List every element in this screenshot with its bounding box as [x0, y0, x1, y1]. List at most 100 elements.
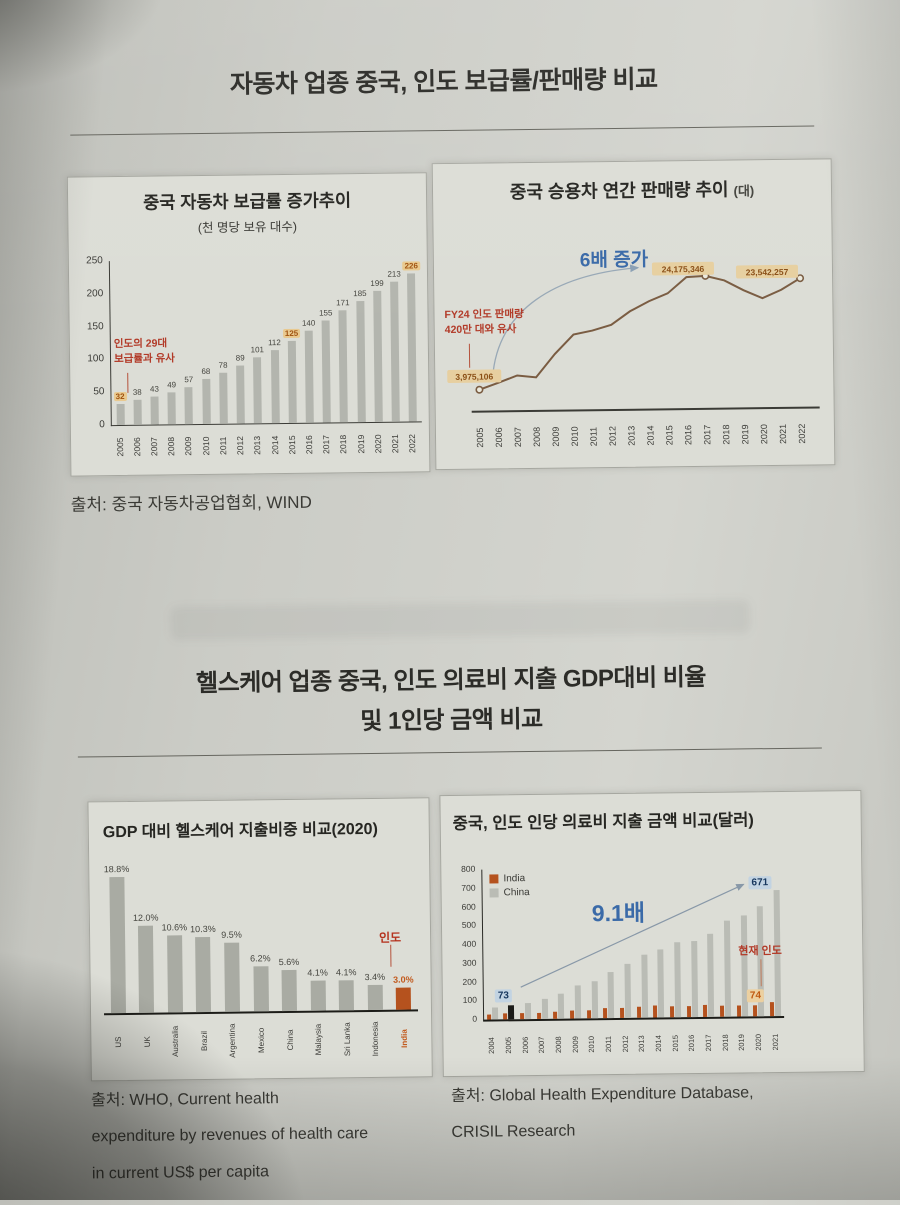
chart-title: 중국, 인도 인당 의료비 지출 금액 비교(달러) — [452, 811, 754, 833]
chart-card-china-car-sales: 중국 승용차 연간 판매량 추이 (대) 3,975,106 24,175,346… — [431, 158, 836, 471]
value-badge-text: 24,175,346 — [662, 264, 705, 275]
legend-swatch-india — [489, 874, 499, 884]
india-bar — [536, 1012, 541, 1019]
badge-start-value: 73 — [494, 989, 513, 1003]
source-line: 출처: WHO, Current health — [90, 1090, 279, 1110]
y-tick-label: 100 — [462, 994, 477, 1006]
x-tick-label: 2008 — [166, 436, 177, 456]
bar-value-label: 12.0% — [132, 912, 159, 923]
x-tick-label: 2008 — [532, 427, 542, 447]
bar-slot: 199 — [368, 258, 387, 422]
chart-card-china-penetration: 중국 자동차 보급률 증가추이 (천 명당 보유 대수) 0 50 100 150 20… — [66, 172, 431, 477]
china-bar — [508, 1005, 515, 1020]
bar-slot: 78 — [213, 260, 232, 424]
multiplier-annotation: 9.1배 — [591, 899, 646, 927]
x-tick-label: 2014 — [653, 1034, 664, 1052]
section-title-healthcare-line1: 헬스케어 업종 중국, 인도 의료비 지출 GDP대비 비율 — [195, 663, 707, 698]
bar — [270, 350, 280, 424]
y-tick-label: 100 — [87, 353, 105, 365]
china-bar — [607, 972, 615, 1019]
bar-group — [702, 933, 715, 1017]
x-tick: 2014 — [650, 1020, 667, 1065]
x-tick: 2012 — [617, 1021, 634, 1066]
x-tick: Sri Lanka — [332, 1012, 361, 1066]
x-tick: US — [104, 1015, 133, 1069]
annotation-line2: 420만 대와 유사 — [444, 323, 517, 337]
x-tick: 2008 — [550, 1022, 567, 1067]
india-annotation: 인도 — [378, 930, 402, 945]
bar-group — [686, 941, 698, 1018]
bar-value-label: 155 — [318, 308, 333, 318]
plot-area: 18.8% 12.0% 10.6% 10.3% 9.5% 6.2% 5.6% 4.1% 4.1%… — [102, 864, 419, 1073]
x-tick: UK — [133, 1015, 162, 1069]
x-tick: 2015 — [667, 1020, 684, 1065]
bar-group — [553, 993, 565, 1019]
x-tick-label: UK — [142, 1036, 152, 1048]
bar-slot: 6.2% — [245, 866, 275, 1012]
chart-card-per-capita-health: 중국, 인도 인당 의료비 지출 금액 비교(달러) 0 100 200 300 400… — [439, 789, 865, 1078]
bar — [201, 378, 211, 425]
x-tick-label: 2017 — [703, 1033, 714, 1051]
legend-label-china: China — [503, 887, 530, 899]
y-axis: 0 50 100 150 200 250 — [75, 255, 107, 430]
bar-group — [669, 942, 682, 1018]
x-tick: 2021 — [386, 424, 404, 464]
bar — [407, 273, 418, 422]
x-tick-label: 2016 — [683, 425, 693, 445]
x-tick-label: US — [114, 1036, 124, 1048]
india-bar — [570, 1010, 575, 1019]
chart-title-unit: (대) — [733, 183, 755, 199]
bar-value-label: 68 — [201, 366, 211, 377]
source-autos: 출처: 중국 자동차공업협회, WIND — [70, 492, 312, 515]
bar-slot: 4.1% — [302, 865, 332, 1011]
bar-slot: 10.6% — [159, 867, 189, 1013]
bar — [373, 290, 383, 422]
legend-label-india: India — [503, 873, 526, 885]
x-tick-label: 2012 — [235, 436, 246, 456]
annotation-line1: FY24 인도 판매량 — [444, 308, 524, 322]
x-tick: 2010 — [583, 1021, 600, 1066]
india-bar — [395, 987, 412, 1010]
bar-group — [486, 1007, 498, 1020]
x-tick: China — [275, 1013, 304, 1067]
y-tick-label: 50 — [93, 386, 105, 398]
x-tick: 2014 — [266, 425, 284, 465]
china-bar — [674, 942, 682, 1018]
china-bar — [525, 1003, 532, 1020]
x-tick: 2012 — [231, 425, 249, 465]
y-tick-label: 250 — [86, 255, 103, 267]
bar-group — [586, 981, 598, 1019]
china-bar — [491, 1007, 498, 1020]
x-tick: 2009 — [567, 1021, 584, 1066]
x-axis-line — [471, 406, 820, 413]
legend-item-india: India — [489, 873, 529, 884]
india-bar — [719, 1005, 725, 1017]
x-tick-label: 2009 — [183, 436, 194, 456]
value-badge-text: 23,542,257 — [746, 267, 789, 278]
china-bar — [690, 941, 698, 1018]
sales-line — [479, 274, 801, 391]
bar-group — [719, 921, 732, 1017]
india-bar — [636, 1006, 641, 1018]
y-tick-label: 400 — [461, 938, 477, 949]
x-tick-label: 2022 — [407, 433, 418, 453]
x-tick-label: 2005 — [114, 437, 125, 457]
bar — [167, 392, 177, 425]
bar — [287, 340, 297, 423]
bar — [367, 984, 383, 1011]
bar-value-label: 3.4% — [364, 971, 386, 983]
india-bar — [703, 1005, 708, 1017]
source-healthcare-left: 출처: WHO, Current health expenditure by r… — [91, 1086, 437, 1199]
line-chart-svg: 3,975,106 24,175,346 23,542,257 6배 증가 2005 20… — [447, 249, 820, 448]
bar — [133, 399, 142, 425]
bar-slot: 10.3% — [188, 867, 218, 1013]
x-tick-label: Indonesia — [370, 1021, 381, 1057]
x-tick: 2017 — [317, 424, 335, 464]
x-tick: 2007 — [533, 1022, 550, 1067]
x-tick: 2011 — [214, 426, 232, 466]
bar — [116, 403, 125, 426]
bar-value-label: 18.8% — [103, 863, 130, 875]
bar-slot: 18.8% — [102, 864, 132, 1014]
china-bar — [723, 921, 732, 1017]
